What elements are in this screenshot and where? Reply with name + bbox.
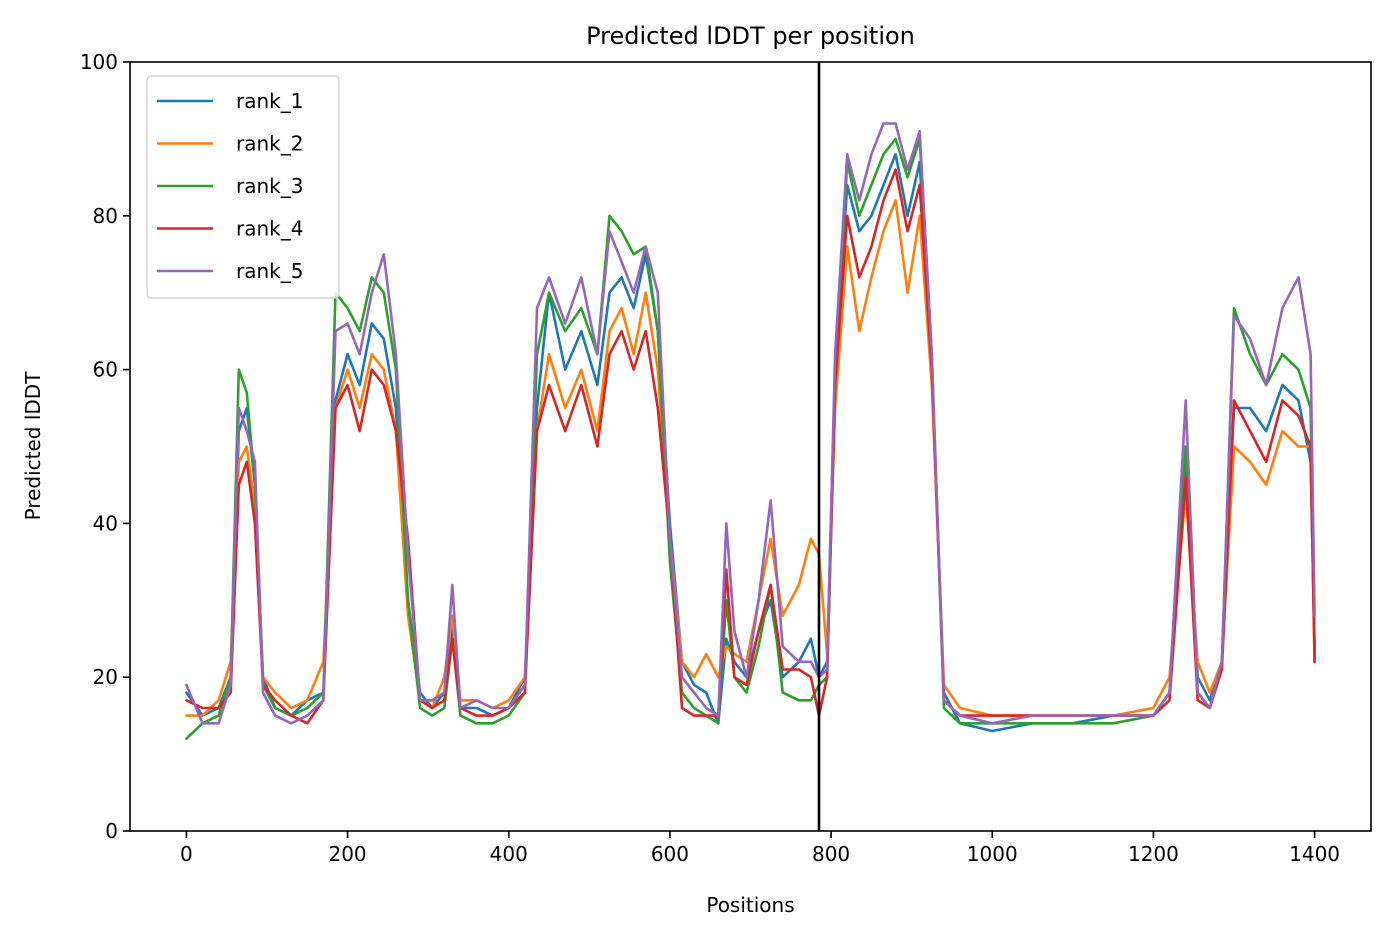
x-tick-label: 800 [812, 842, 850, 866]
legend-label-rank-1: rank_1 [236, 89, 303, 113]
legend-label-rank-4: rank_4 [236, 217, 303, 241]
y-tick-label: 20 [93, 665, 118, 689]
series-line-rank-3 [185, 137, 1316, 741]
y-tick-label: 0 [105, 819, 118, 843]
x-tick-label: 600 [651, 842, 689, 866]
x-axis-ticks: 0 200 400 600 800 1000 1200 1400 [180, 831, 1340, 866]
legend-box [146, 75, 340, 299]
legend-label-rank-3: rank_3 [236, 174, 303, 198]
y-tick-label: 60 [93, 358, 118, 382]
y-axis-ticks: 0 20 40 60 80 100 [80, 50, 130, 843]
x-tick-label: 400 [490, 842, 528, 866]
x-tick-label: 1000 [967, 842, 1018, 866]
x-tick-label: 200 [328, 842, 366, 866]
x-tick-label: 1200 [1128, 842, 1179, 866]
series-line-rank-1 [185, 153, 1316, 733]
plot-frame [129, 61, 1372, 832]
y-tick-label: 100 [80, 50, 118, 74]
y-tick-label: 80 [93, 204, 118, 228]
legend-label-rank-5: rank_5 [236, 259, 303, 283]
series-layer [185, 122, 1316, 741]
x-tick-label: 0 [180, 842, 193, 866]
series-line-rank-5 [185, 122, 1316, 725]
y-axis-label: Predicted lDDT [21, 371, 45, 521]
legend: rank_1 rank_2 rank_3 rank_4 rank_5 [146, 75, 340, 299]
x-tick-label: 1400 [1289, 842, 1340, 866]
legend-label-rank-2: rank_2 [236, 132, 303, 156]
y-tick-label: 40 [93, 511, 118, 535]
chart-title: Predicted lDDT per position [586, 22, 915, 50]
x-axis-label: Positions [706, 893, 794, 917]
